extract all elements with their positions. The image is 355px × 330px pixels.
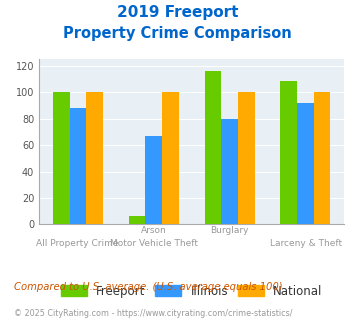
Bar [204, 71, 221, 224]
Bar [53, 92, 70, 224]
Bar [146, 136, 162, 224]
Bar [129, 216, 146, 224]
Text: Arson: Arson [141, 226, 166, 235]
Text: 2019 Freeport: 2019 Freeport [117, 5, 238, 20]
Bar [238, 92, 255, 224]
Text: Compared to U.S. average. (U.S. average equals 100): Compared to U.S. average. (U.S. average … [14, 282, 283, 292]
Text: Motor Vehicle Theft: Motor Vehicle Theft [110, 239, 197, 248]
Bar [280, 81, 297, 224]
Bar [86, 92, 103, 224]
Text: All Property Crime: All Property Crime [36, 239, 119, 248]
Bar [70, 108, 86, 224]
Bar [297, 103, 314, 224]
Legend: Freeport, Illinois, National: Freeport, Illinois, National [56, 280, 327, 302]
Bar [221, 119, 238, 224]
Bar [314, 92, 331, 224]
Text: Burglary: Burglary [211, 226, 249, 235]
Text: Property Crime Comparison: Property Crime Comparison [63, 26, 292, 41]
Text: Larceny & Theft: Larceny & Theft [270, 239, 342, 248]
Text: © 2025 CityRating.com - https://www.cityrating.com/crime-statistics/: © 2025 CityRating.com - https://www.city… [14, 309, 293, 317]
Bar [162, 92, 179, 224]
